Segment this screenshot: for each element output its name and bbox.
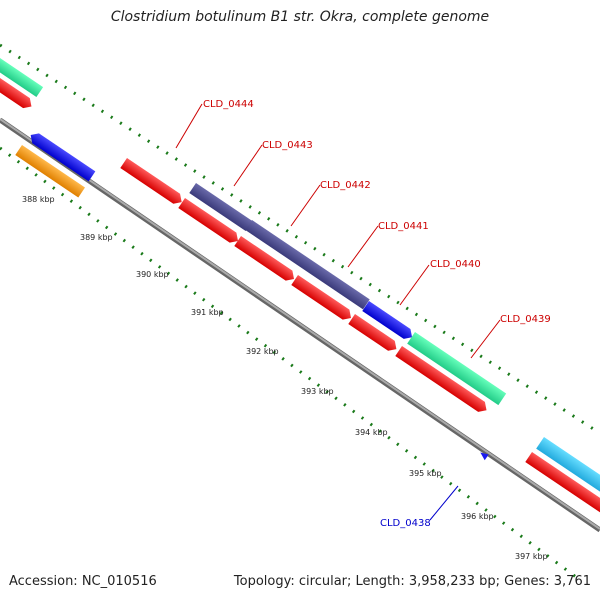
feature-green-left <box>0 58 44 98</box>
genome-stats-text: Topology: circular; Length: 3,958,233 bp… <box>233 574 591 589</box>
cds-0444 <box>120 158 182 204</box>
cds-0439 <box>395 346 487 412</box>
feature-cyan-right <box>536 437 600 494</box>
kbp-label: 394 kbp <box>355 428 388 437</box>
cds-red-left <box>0 78 32 109</box>
gene-label: CLD_0441 <box>378 221 429 232</box>
feature-blue-left <box>30 133 96 182</box>
kbp-label: 396 kbp <box>461 512 494 521</box>
gene-label: CLD_0443 <box>262 140 313 151</box>
leader-cld-0439 <box>470 319 501 359</box>
cds-0442 <box>234 236 295 281</box>
genome-backbone-highlight <box>0 118 600 530</box>
gene-label: CLD_0440 <box>430 259 481 270</box>
kbp-label: 395 kbp <box>409 469 442 478</box>
feature-green-0439 <box>407 332 507 406</box>
kbp-label: 393 kbp <box>301 387 334 396</box>
gene-label: CLD_0438 <box>380 518 431 529</box>
cds-0443 <box>178 198 239 243</box>
map-title: Clostridium botulinum B1 str. Okra, comp… <box>110 9 490 25</box>
cds-0438 <box>480 452 489 461</box>
feature-purple-0443-0441 <box>189 183 253 231</box>
leader-cld-0442 <box>290 184 321 227</box>
leader-cld-0443 <box>233 144 263 187</box>
leader-cld-0438 <box>429 485 459 521</box>
kbp-label: 389 kbp <box>80 233 113 242</box>
cds-0440 <box>348 314 397 351</box>
leader-cld-0444 <box>175 103 203 149</box>
feature-purple-0442 <box>245 220 370 310</box>
gene-label: CLD_0439 <box>500 314 551 325</box>
cds-red-right <box>525 452 600 513</box>
feature-orange-left <box>15 145 86 198</box>
kbp-label: 390 kbp <box>136 270 169 279</box>
cds-0441 <box>291 275 352 320</box>
kbp-label: 391 kbp <box>191 308 224 317</box>
leader-cld-0441 <box>347 225 379 268</box>
kbp-label: 392 kbp <box>246 347 279 356</box>
leader-cld-0440 <box>399 264 430 306</box>
kbp-label: 388 kbp <box>22 195 55 204</box>
gene-label: CLD_0442 <box>320 180 371 191</box>
feature-blue-0440 <box>362 301 413 339</box>
accession-text: Accession: NC_010516 <box>9 574 157 589</box>
kbp-label: 397 kbp <box>515 552 548 561</box>
gene-label: CLD_0444 <box>203 99 254 110</box>
